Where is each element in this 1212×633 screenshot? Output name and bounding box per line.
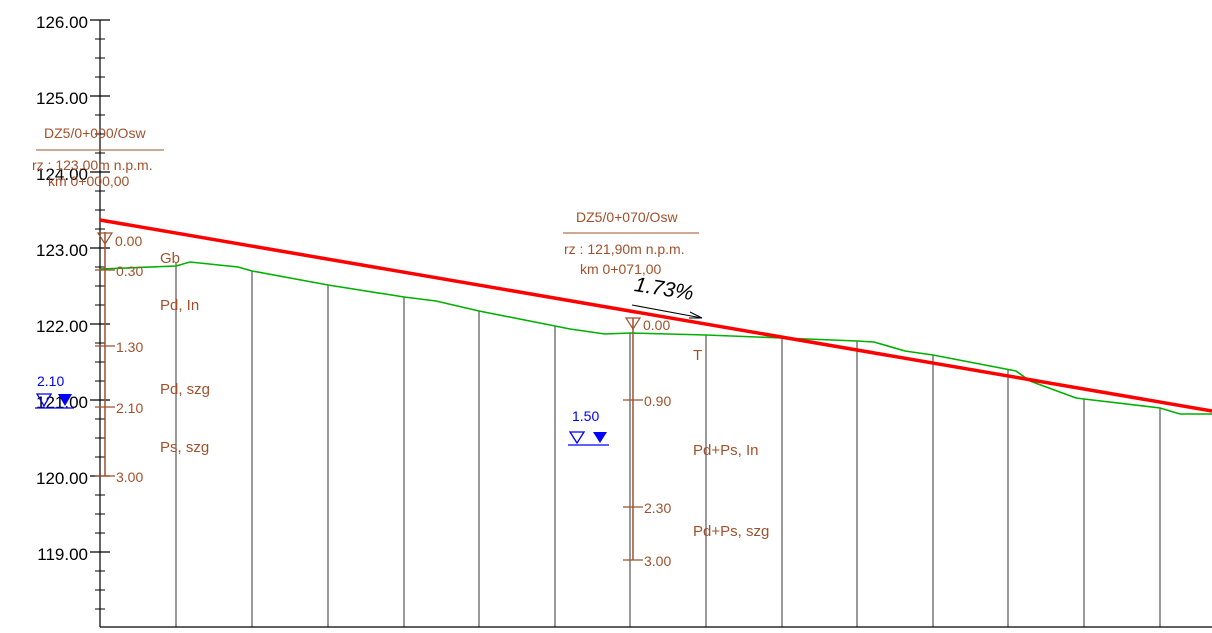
terrain-line [99, 261, 1212, 415]
water-level-1: 2.10 [35, 373, 74, 409]
depth-label: 3.00 [116, 469, 143, 485]
soil-label: T [693, 347, 702, 364]
station-grid [175, 263, 1161, 627]
borehole-top-marker [96, 232, 114, 246]
depth-label: 0.30 [116, 263, 143, 279]
borehole-top-marker [624, 317, 642, 331]
axis-label: 122.00 [36, 317, 88, 336]
soil-label: Gb [160, 250, 180, 267]
borehole-km: km 0+071,00 [580, 261, 662, 277]
water-open-triangle [35, 393, 53, 408]
depth-label: 0.90 [644, 393, 671, 409]
axis-label: 123.00 [36, 241, 88, 260]
borehole-2: DZ5/0+070/Osw rz : 121,90m n.p.m. km 0+0… [563, 209, 769, 569]
elevation-axis: 126.00 125.00 124.00 123.00 122.00 121.0… [36, 13, 110, 627]
soil-label: Pd, In [160, 297, 199, 314]
soil-label: Pd+Ps, szg [693, 523, 769, 540]
design-line [99, 218, 1212, 413]
depth-label: 1.30 [116, 339, 143, 355]
water-level-value: 2.10 [37, 373, 64, 389]
water-level-2: 1.50 [568, 408, 609, 446]
axis-label: 119.00 [37, 545, 88, 564]
soil-label: Ps, szg [160, 439, 209, 456]
depth-label: 3.00 [644, 553, 671, 569]
depth-label: 2.30 [644, 500, 671, 516]
soil-label: Pd, szg [160, 381, 210, 398]
borehole-1: DZ5/0+000/Osw rz : 123,00m n.p.m. km 0+0… [32, 125, 210, 485]
slope-label: 1.73% [633, 273, 695, 305]
borehole-km: km 0+000,00 [48, 173, 130, 189]
axis-label: 126.00 [36, 13, 88, 32]
slope-annotation: 1.73% [631, 273, 703, 319]
water-open-triangle [568, 431, 586, 445]
slope-arrowhead [689, 311, 703, 319]
slope-arrow [631, 304, 703, 319]
water-filled-triangle [58, 394, 72, 406]
axis-label: 124.00 [36, 165, 88, 184]
borehole-rz: rz : 123,00m n.p.m. [32, 157, 153, 173]
axis-label: 125.00 [36, 89, 88, 108]
minor-ticks [95, 38, 105, 610]
soil-label: Pd+Ps, In [693, 442, 758, 459]
axis-label: 120.00 [36, 469, 88, 488]
borehole-rz: rz : 121,90m n.p.m. [564, 241, 685, 257]
borehole-name: DZ5/0+070/Osw [576, 209, 678, 225]
water-filled-triangle [593, 432, 607, 443]
depth-label: 0.00 [115, 233, 142, 249]
borehole-name: DZ5/0+000/Osw [44, 125, 146, 141]
depth-label: 2.10 [116, 400, 143, 416]
water-level-value: 1.50 [572, 408, 599, 424]
depth-label: 0.00 [643, 317, 670, 333]
